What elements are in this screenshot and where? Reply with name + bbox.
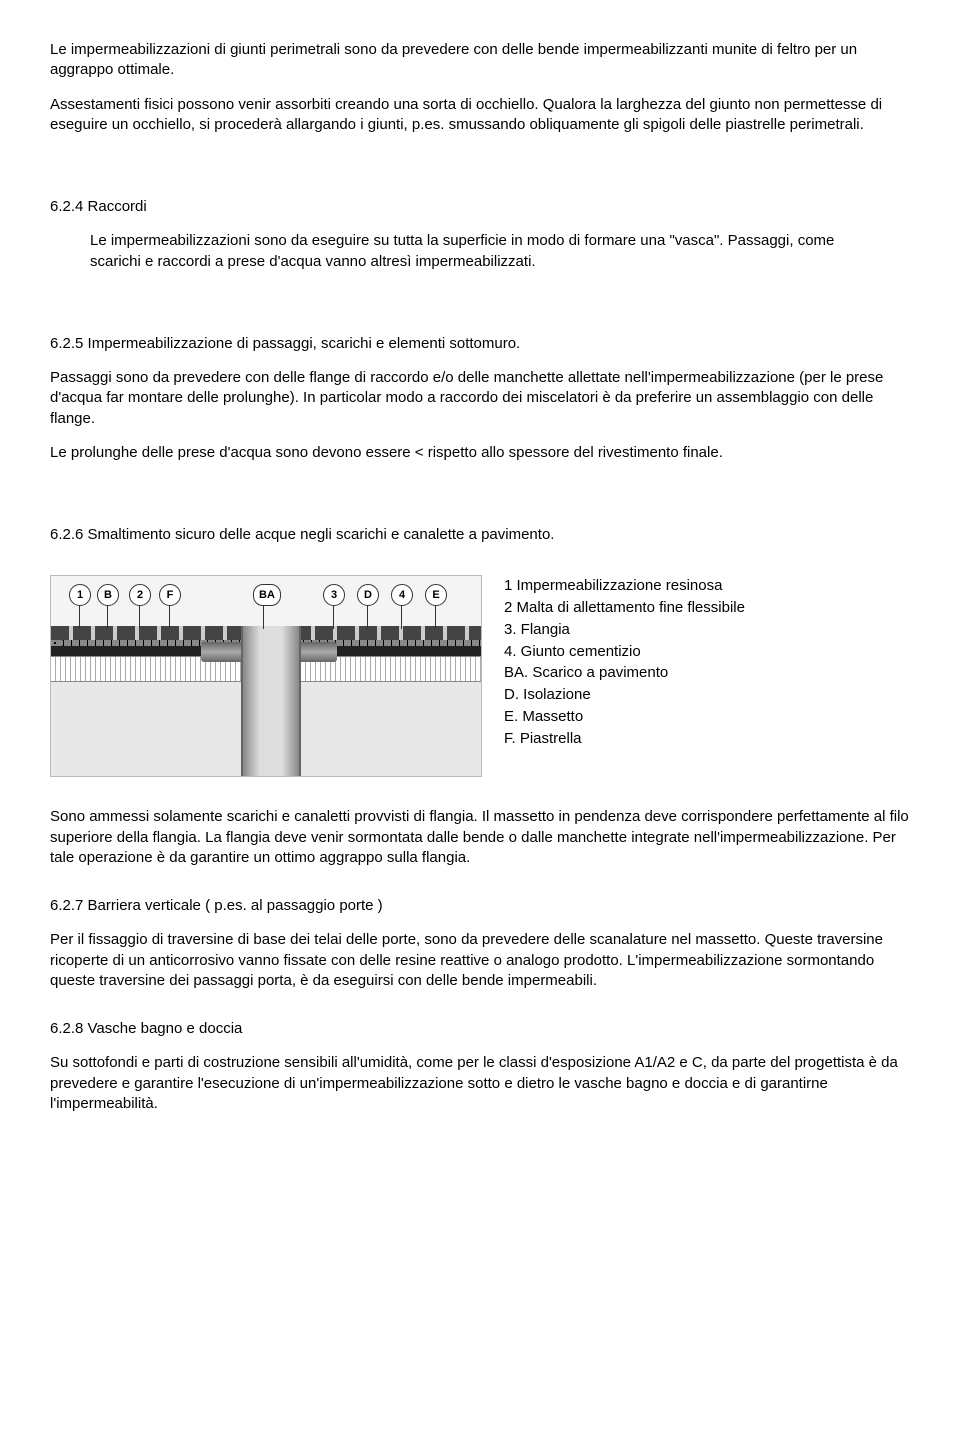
- heading-625: 6.2.5 Impermeabilizzazione di passaggi, …: [50, 334, 910, 354]
- diagram-label: 1: [69, 584, 91, 606]
- diagram-label: BA: [253, 584, 281, 606]
- legend-item: F. Piastrella: [504, 728, 910, 750]
- diagram-label: B: [97, 584, 119, 606]
- paragraph: Per il fissaggio di traversine di base d…: [50, 930, 910, 991]
- legend-item: 2 Malta di allettamento fine flessibile: [504, 597, 910, 619]
- legend-item: E. Massetto: [504, 706, 910, 728]
- paragraph: Su sottofondi e parti di costruzione sen…: [50, 1053, 910, 1114]
- legend-item: 3. Flangia: [504, 619, 910, 641]
- legend-item: BA. Scarico a pavimento: [504, 662, 910, 684]
- diagram-label: 2: [129, 584, 151, 606]
- paragraph: Sono ammessi solamente scarichi e canale…: [50, 807, 910, 868]
- paragraph: Le impermeabilizzazioni sono da eseguire…: [90, 231, 870, 272]
- heading-627: 6.2.7 Barriera verticale ( p.es. al pass…: [50, 896, 910, 916]
- heading-624: 6.2.4 Raccordi: [50, 197, 910, 217]
- legend-item: 4. Giunto cementizio: [504, 641, 910, 663]
- diagram-label: 3: [323, 584, 345, 606]
- heading-628: 6.2.8 Vasche bagno e doccia: [50, 1019, 910, 1039]
- paragraph: Le impermeabilizzazioni di giunti perime…: [50, 40, 910, 81]
- paragraph: Passaggi sono da prevedere con delle fla…: [50, 368, 910, 429]
- diagram-label: F: [159, 584, 181, 606]
- paragraph: Assestamenti fisici possono venir assorb…: [50, 95, 910, 136]
- legend-item: D. Isolazione: [504, 684, 910, 706]
- diagram-legend: 1 Impermeabilizzazione resinosa 2 Malta …: [504, 575, 910, 749]
- paragraph: Le prolunghe delle prese d'acqua sono de…: [50, 443, 910, 463]
- diagram-label: D: [357, 584, 379, 606]
- legend-item: 1 Impermeabilizzazione resinosa: [504, 575, 910, 597]
- heading-626: 6.2.6 Smaltimento sicuro delle acque neg…: [50, 525, 910, 545]
- drain-section-diagram: 1B2F BA 3D4E: [50, 575, 482, 777]
- diagram-label: E: [425, 584, 447, 606]
- diagram-label: 4: [391, 584, 413, 606]
